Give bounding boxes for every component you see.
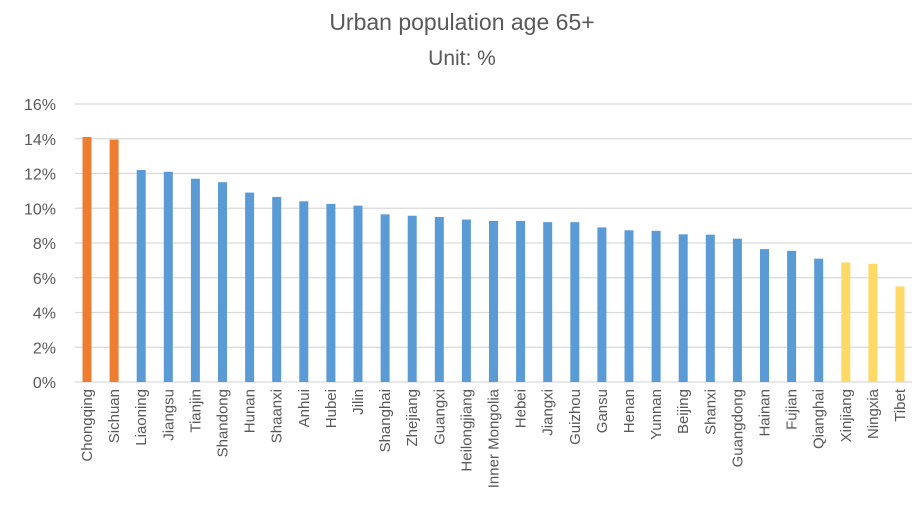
x-tick-label: Fujian (784, 389, 801, 430)
x-tick-label: Hebei (513, 389, 530, 428)
x-tick-label: Tianjin (187, 389, 204, 433)
chart-title: Urban population age 65+ (329, 9, 595, 35)
x-tick-label: Gansu (594, 389, 611, 433)
x-tick-label: Ningxia (865, 388, 882, 439)
bar-fujian (787, 250, 797, 382)
y-tick-label: 14% (24, 132, 56, 149)
bar-hebei (516, 220, 526, 382)
x-tick-label: Henan (621, 389, 638, 433)
x-tick-label: Guangdong (729, 389, 746, 467)
x-tick-label: Inner Mongolia (486, 388, 503, 488)
x-tick-label: Beijing (675, 389, 692, 434)
bar-shanxi (705, 234, 715, 382)
bar-anhui (299, 201, 309, 382)
bar-gansu (597, 227, 607, 382)
y-tick-label: 12% (24, 167, 56, 184)
y-tick-label: 0% (33, 375, 56, 392)
x-tick-label: Hunan (242, 389, 259, 433)
bar-qianghai (814, 258, 824, 382)
bar-hunan (245, 192, 255, 382)
bar-tianjin (190, 178, 200, 382)
bar-guizhou (570, 222, 580, 382)
x-tick-label: Jiangsu (160, 389, 177, 441)
bar-jiangxi (543, 222, 553, 382)
x-tick-label: Guizhou (567, 389, 584, 445)
bar-ningxia (868, 263, 878, 382)
bar-sichuan (109, 139, 119, 382)
x-tick-label: Jilin (350, 389, 367, 415)
x-axis-tick-labels: Chongqing Sichuan Liaoning Jiangsu Tianjin Sh… (79, 388, 909, 488)
x-tick-label: Hainan (757, 389, 774, 437)
bar-shaanxi (272, 196, 282, 382)
bar-shanghai (380, 214, 390, 382)
y-tick-label: 6% (33, 271, 56, 288)
bar-guangdong (732, 238, 742, 382)
x-tick-label: Chongqing (79, 389, 96, 462)
x-tick-label: Hubei (323, 389, 340, 428)
bar-hainan (760, 249, 769, 382)
bars (82, 137, 905, 382)
y-tick-label: 10% (24, 201, 56, 218)
y-tick-label: 4% (33, 306, 56, 323)
bar-jilin (353, 205, 363, 382)
chart-subtitle: Unit: % (428, 47, 496, 70)
x-tick-label: Xinjiang (838, 389, 855, 442)
x-tick-label: Shaanxi (269, 389, 286, 443)
x-tick-label: Shanghai (377, 389, 394, 452)
bar-heilongjiang (461, 219, 471, 382)
x-tick-label: Yunnan (648, 389, 665, 440)
x-tick-label: Qianghai (811, 389, 828, 449)
x-tick-label: Heilongjiang (458, 389, 475, 472)
x-tick-label: Tibet (892, 388, 909, 422)
y-tick-label: 2% (33, 340, 56, 357)
x-tick-label: Guangxi (431, 389, 448, 445)
bar-jiangsu (163, 171, 173, 382)
x-tick-label: Shanxi (702, 389, 719, 435)
x-tick-label: Liaoning (133, 389, 150, 446)
y-axis-tick-labels: 0% 2% 4% 6% 8% 10% 12% 14% 16% (24, 97, 56, 392)
bar-zhejiang (407, 215, 417, 382)
bar-yunnan (651, 230, 661, 382)
x-tick-label: Anhui (296, 389, 313, 427)
bar-chongqing (82, 137, 92, 382)
bar-tibet (895, 286, 905, 382)
y-tick-label: 16% (24, 97, 56, 114)
x-tick-label: Zhejiang (404, 389, 421, 447)
x-tick-label: Jiangxi (540, 389, 557, 436)
bar-beijing (678, 234, 688, 382)
y-tick-label: 8% (33, 236, 56, 253)
bar-hubei (326, 203, 336, 382)
bar-shandong (218, 182, 227, 382)
bar-xinjiang (841, 262, 851, 382)
bar-guangxi (434, 216, 444, 382)
bar-inner-mongolia (489, 220, 498, 382)
bar-liaoning (136, 170, 146, 382)
x-tick-label: Shandong (215, 389, 232, 457)
x-tick-label: Sichuan (106, 389, 123, 443)
bar-henan (624, 230, 634, 382)
